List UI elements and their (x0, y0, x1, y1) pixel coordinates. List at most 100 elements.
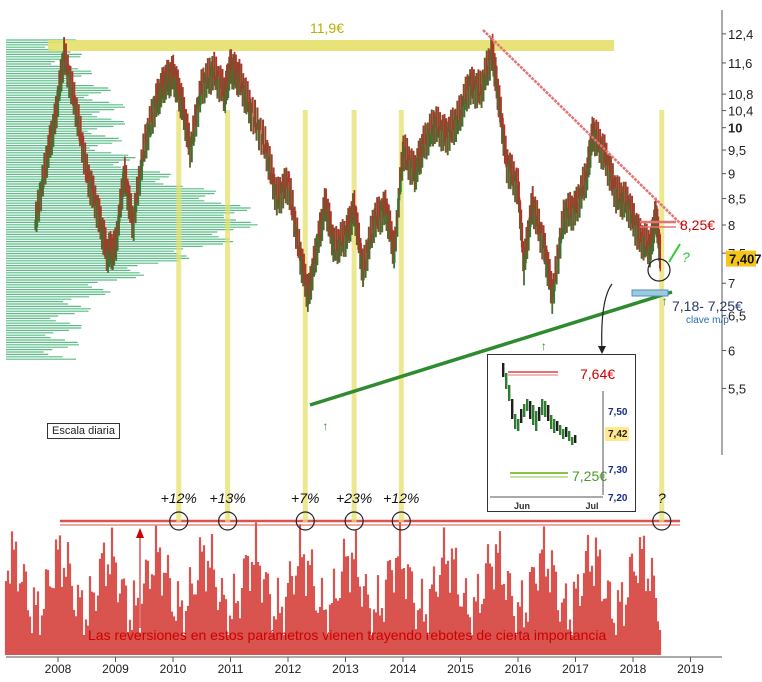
support-arrow: ↑ (541, 339, 547, 353)
rebound-circle (391, 511, 411, 531)
inset-candle (508, 385, 511, 401)
y-tick-label: 8 (728, 218, 735, 233)
rebound-circle (652, 511, 672, 531)
inset-candle (532, 405, 535, 425)
top-resistance-label: 11,9€ (310, 20, 344, 36)
rebound-label: ? (658, 490, 666, 506)
inset-candle (547, 405, 550, 421)
oscillator-panel (4, 519, 680, 655)
top-resistance-band (48, 40, 614, 51)
y-tick-label: 10,8 (728, 87, 753, 102)
x-tick-label: 2018 (620, 662, 647, 676)
inset-x-tick: Jul (585, 501, 598, 511)
inset-candle (574, 435, 577, 443)
x-axis: 2008 2009 2010 2011 2012 2013 2014 2015 2016 2017… (6, 656, 722, 676)
inset-candle (550, 415, 553, 429)
inset-chart: 7,64€ 7,25€ 7,50 7,42 7,30 7,20 Jun Jul (487, 354, 636, 512)
y-tick-label: 5,5 (728, 381, 746, 396)
highlight-bands: +12% +13% +7% +23% +12%? (48, 40, 672, 531)
support-arrow: ↑ (322, 419, 328, 433)
y-tick-label: 9 (728, 167, 735, 182)
inset-candle (520, 409, 523, 423)
x-tick-label: 2013 (332, 662, 359, 676)
resistance-trendline (482, 29, 684, 227)
projection-arrow (668, 243, 681, 263)
inset-candle (517, 419, 520, 431)
rebound-label: +12% (383, 490, 419, 506)
trend-lines (309, 29, 684, 407)
inset-last-badge (605, 427, 629, 441)
inset-pointer-head (598, 346, 606, 354)
oscillator-note: Las reversiones en estos parámetros vien… (88, 627, 606, 643)
inset-y-tick: 7,30 (608, 465, 628, 476)
rebound-circle (295, 511, 315, 531)
y-tick-label: 10 (728, 121, 742, 136)
resistance-label: 8,25€ (680, 217, 715, 233)
inset-candle (505, 373, 508, 389)
rebound-label: +7% (291, 490, 319, 506)
inset-candle (553, 419, 556, 433)
inset-y-tick: 7,20 (608, 493, 628, 504)
inset-candle (514, 414, 517, 429)
inset-candle (571, 437, 574, 445)
inset-candle (544, 401, 547, 417)
y-tick-label: 12,4 (728, 27, 753, 42)
last-price-badge (726, 250, 756, 267)
inset-candle (541, 399, 544, 415)
y-axis: 12,411,610,810,4109,598,587,576,565,57,4… (721, 10, 762, 455)
rebound-label: +23% (336, 490, 372, 506)
rebound-band (659, 110, 665, 522)
inset-candle (568, 431, 571, 441)
y-tick-label: 9,5 (728, 143, 746, 158)
rebound-circle (218, 511, 238, 531)
inset-candle (523, 404, 526, 417)
scale-label: Escala diaria (47, 423, 120, 439)
inset-candle (562, 429, 565, 439)
inset-svg: 7,64€ 7,25€ 7,50 7,42 7,30 7,20 Jun Jul (490, 363, 629, 511)
inset-pointer (601, 283, 613, 353)
annotations: 11,9€ 8,25€ 7,18- 7,25€clave m/p? Las rever… (88, 20, 743, 643)
rebound-band (302, 110, 308, 522)
rebound-band (398, 110, 404, 522)
y-tick-label: 8,5 (728, 192, 746, 207)
current-circle (647, 258, 671, 282)
inset-price-label: 7,64€ (580, 366, 615, 382)
inset-support-label: 7,25€ (572, 468, 607, 484)
inset-y-tick: 7,50 (608, 407, 628, 418)
x-tick-label: 2012 (275, 662, 302, 676)
rebound-band (176, 110, 182, 522)
x-tick-label: 2010 (160, 662, 187, 676)
inset-candle (565, 427, 568, 437)
x-tick-label: 2017 (562, 662, 589, 676)
x-tick-label: 2011 (218, 662, 244, 676)
x-tick-label: 2008 (45, 662, 72, 676)
support-arrow: ↑ (662, 294, 668, 308)
support-trendline (309, 290, 673, 407)
x-tick-label: 2009 (102, 662, 129, 676)
x-tick-label: 2019 (677, 662, 704, 676)
inset-candle (529, 401, 532, 419)
inset-candle (559, 425, 562, 435)
rebound-label: +13% (210, 490, 246, 506)
support-label: 7,18- 7,25€ (672, 298, 743, 314)
inset-candle (502, 363, 505, 377)
last-price-label: 7,407 (729, 252, 762, 267)
y-tick-label: 11,6 (728, 56, 752, 71)
rebound-label: +12% (161, 490, 197, 506)
y-tick-label: 10,4 (728, 104, 753, 119)
support-sublabel: clave m/p (686, 315, 729, 326)
x-tick-label: 2015 (447, 662, 474, 676)
y-tick-label: 6 (728, 343, 735, 358)
inset-candle (526, 399, 529, 411)
rebound-circle (169, 511, 189, 531)
question-green: ? (682, 249, 690, 265)
y-tick-label: 6,5 (728, 309, 746, 324)
note-arrow-head (136, 528, 144, 538)
x-tick-label: 2014 (390, 662, 417, 676)
rebound-band (351, 110, 357, 522)
rebound-circle (344, 511, 364, 531)
y-tick-label: 7 (728, 276, 735, 291)
inset-candle (535, 411, 538, 431)
rebound-band (225, 110, 231, 522)
